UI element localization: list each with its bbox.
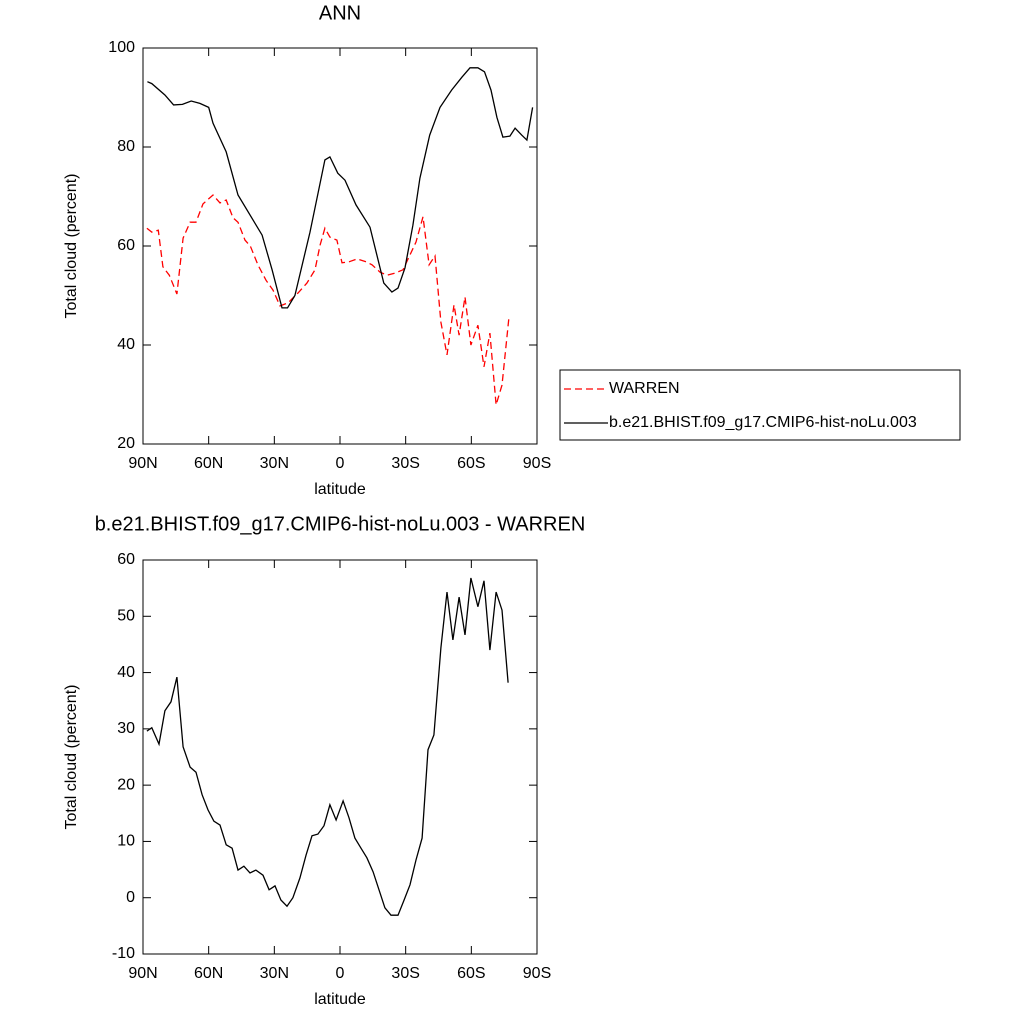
x-tick-label: 90S: [523, 965, 551, 982]
x-tick-label: 60S: [457, 455, 485, 472]
x-tick-label: 90N: [128, 965, 157, 982]
data-line: [147, 67, 534, 309]
x-tick-label: 60S: [457, 965, 485, 982]
y-tick-label: 40: [117, 336, 135, 353]
x-tick-label: 60N: [194, 455, 223, 472]
y-tick-label: 0: [126, 889, 135, 906]
y-tick-label: 30: [117, 720, 135, 737]
chart-title: b.e21.BHIST.f09_g17.CMIP6-hist-noLu.003 …: [95, 513, 586, 535]
x-tick-label: 30S: [391, 965, 419, 982]
data-line: [146, 577, 509, 916]
y-tick-label: 40: [117, 664, 135, 681]
y-tick-label: 100: [108, 39, 135, 56]
x-tick-label: 30S: [391, 455, 419, 472]
y-tick-label: 20: [117, 435, 135, 452]
x-tick-label: 30N: [260, 965, 289, 982]
x-tick-label: 30N: [260, 455, 289, 472]
legend-label: WARREN: [609, 380, 680, 397]
y-tick-label: 50: [117, 608, 135, 625]
y-tick-label: -10: [112, 945, 135, 962]
x-axis-label: latitude: [314, 991, 366, 1008]
y-tick-label: 80: [117, 138, 135, 155]
legend-label: b.e21.BHIST.f09_g17.CMIP6-hist-noLu.003: [609, 414, 917, 431]
plot-frame: [142, 47, 538, 445]
plot-frame: [142, 559, 538, 955]
data-line: [146, 194, 510, 406]
legend-box: [559, 369, 961, 441]
x-tick-label: 90N: [128, 455, 157, 472]
y-tick-label: 60: [117, 237, 135, 254]
x-tick-label: 0: [336, 455, 345, 472]
y-axis-label: Total cloud (percent): [63, 174, 80, 319]
chart-title: ANN: [319, 2, 361, 24]
x-tick-label: 90S: [523, 455, 551, 472]
y-tick-label: 20: [117, 776, 135, 793]
x-tick-label: 60N: [194, 965, 223, 982]
x-axis-label: latitude: [314, 481, 366, 498]
y-tick-label: 10: [117, 833, 135, 850]
x-tick-label: 0: [336, 965, 345, 982]
y-tick-label: 60: [117, 551, 135, 568]
y-axis-label: Total cloud (percent): [63, 685, 80, 830]
